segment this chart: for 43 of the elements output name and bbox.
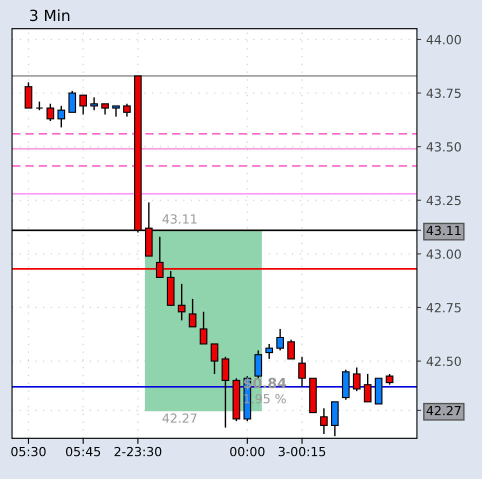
candlestick [298,356,306,388]
annotation: $0.84 [244,378,286,390]
x-tick-label: 05:45 [66,446,100,456]
annotation: 1.95 % [244,394,286,404]
x-tick-label: 05:30 [11,446,46,456]
y-tick-label: 43.00 [426,249,461,259]
y-tick-label: 42.50 [426,356,461,366]
candlestick [287,338,295,360]
candlestick [364,373,372,403]
y-tick-label: 42.27 [426,406,461,416]
candlestick [200,311,208,345]
x-tick-label: 00:00 [230,446,264,456]
y-tick-label: 43.25 [426,196,461,206]
candlestick [276,328,284,352]
candlestick [36,100,44,111]
candlestick [178,283,186,322]
candlestick [210,343,218,375]
candlestick [254,350,262,379]
candlestick [222,356,230,428]
y-tick-label: 43.50 [426,142,461,152]
candlestick [123,103,131,118]
candlestick [79,94,88,116]
candlestick [188,298,196,328]
candlestick [57,105,66,128]
candlestick [265,343,274,360]
candlestick [320,408,328,435]
y-tick-label: 43.75 [426,88,461,98]
y-tick-label: 42.75 [426,302,461,312]
candlestick [68,90,76,114]
candlestick [112,105,120,118]
annotation: 42.27 [162,413,197,423]
candlestick [352,366,361,392]
x-tick-label: 3-00:15 [278,446,326,456]
candlestick [101,103,109,116]
candlestick [90,96,98,111]
y-tick-label: 44.00 [426,34,461,44]
candlestick [24,82,32,109]
candlestick [386,373,394,386]
annotation: 43.11 [162,214,196,224]
candlestick [46,103,54,122]
y-tick-label: 43.11 [426,226,461,236]
chart-title: 3 Min [30,9,70,22]
x-tick-label: 2-23:30 [114,446,162,456]
